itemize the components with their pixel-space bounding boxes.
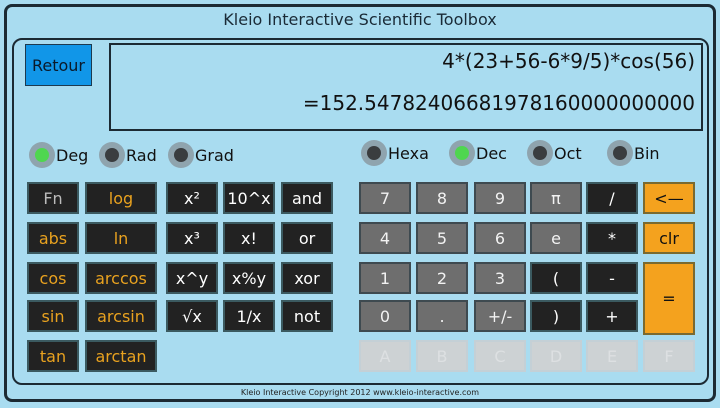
key-cos[interactable]: cos (27, 262, 79, 294)
key-sin[interactable]: sin (27, 300, 79, 332)
radio-indicator-icon (607, 140, 633, 166)
radio-oct[interactable]: Oct (527, 140, 582, 166)
key-digit-8[interactable]: 8 (416, 182, 468, 214)
clear-button[interactable]: clr (643, 222, 695, 254)
key-hex-E: E (586, 340, 638, 372)
retour-button[interactable]: Retour (25, 44, 92, 86)
key-ln[interactable]: ln (85, 222, 157, 254)
radio-label: Oct (554, 143, 582, 163)
key-arctan[interactable]: arctan (85, 340, 157, 372)
key-hex-B: B (416, 340, 468, 372)
backspace-button[interactable]: <— (643, 182, 695, 214)
radio-deg[interactable]: Deg (29, 142, 88, 168)
key-op[interactable]: . (416, 300, 468, 332)
key-op[interactable]: +/- (474, 300, 526, 332)
radio-bin[interactable]: Bin (607, 140, 660, 166)
key-digit-0[interactable]: 0 (359, 300, 411, 332)
radio-indicator-icon (527, 140, 553, 166)
key-digit-4[interactable]: 4 (359, 222, 411, 254)
radio-label: Grad (195, 145, 234, 165)
key-op[interactable]: x^y (166, 262, 218, 294)
key-digit-9[interactable]: 9 (474, 182, 526, 214)
key-abs[interactable]: abs (27, 222, 79, 254)
key-digit-6[interactable]: 6 (474, 222, 526, 254)
radio-label: Bin (634, 143, 660, 163)
radio-indicator-icon (168, 142, 194, 168)
key-op[interactable]: x%y (223, 262, 275, 294)
key-digit-5[interactable]: 5 (416, 222, 468, 254)
key-op[interactable]: 1/x (223, 300, 275, 332)
key-op[interactable]: e (530, 222, 582, 254)
calculator-panel (12, 38, 709, 385)
key-log[interactable]: log (85, 182, 157, 214)
equals-button[interactable]: = (643, 262, 695, 335)
key-op[interactable]: - (586, 262, 638, 294)
key-op[interactable]: x³ (166, 222, 218, 254)
radio-indicator-icon (449, 140, 475, 166)
radio-label: Hexa (388, 143, 429, 163)
radio-label: Deg (56, 145, 89, 165)
radio-rad[interactable]: Rad (99, 142, 157, 168)
key-op[interactable]: / (586, 182, 638, 214)
key-op[interactable]: not (281, 300, 333, 332)
key-digit-1[interactable]: 1 (359, 262, 411, 294)
key-op[interactable]: xor (281, 262, 333, 294)
key-op[interactable]: x² (166, 182, 218, 214)
key-op[interactable]: √x (166, 300, 218, 332)
footer: Kleio Interactive Copyright 2012 www.kle… (240, 388, 480, 397)
key-tan[interactable]: tan (27, 340, 79, 372)
key-Fn[interactable]: Fn (27, 182, 79, 214)
radio-indicator-icon (99, 142, 125, 168)
display: 4*(23+56-6*9/5)*cos(56) =152.54782406681… (109, 43, 703, 131)
radio-label: Dec (476, 143, 507, 163)
key-op[interactable]: or (281, 222, 333, 254)
radio-hexa[interactable]: Hexa (361, 140, 429, 166)
key-arccos[interactable]: arccos (85, 262, 157, 294)
app-title: Kleio Interactive Scientific Toolbox (223, 10, 497, 29)
key-op[interactable]: and (281, 182, 333, 214)
radio-grad[interactable]: Grad (168, 142, 234, 168)
radio-indicator-icon (361, 140, 387, 166)
result-display: =152.54782406681978160000000000 (302, 91, 695, 115)
key-op[interactable]: x! (223, 222, 275, 254)
key-digit-7[interactable]: 7 (359, 182, 411, 214)
key-op[interactable]: π (530, 182, 582, 214)
radio-dec[interactable]: Dec (449, 140, 507, 166)
key-digit-2[interactable]: 2 (416, 262, 468, 294)
radio-indicator-icon (29, 142, 55, 168)
key-hex-F: F (643, 340, 695, 372)
key-op[interactable]: + (586, 300, 638, 332)
key-op[interactable]: 10^x (223, 182, 275, 214)
expression-display: 4*(23+56-6*9/5)*cos(56) (442, 49, 695, 73)
key-digit-3[interactable]: 3 (474, 262, 526, 294)
key-hex-D: D (530, 340, 582, 372)
key-hex-C: C (474, 340, 526, 372)
key-op[interactable]: ) (530, 300, 582, 332)
key-arcsin[interactable]: arcsin (85, 300, 157, 332)
key-op[interactable]: ( (530, 262, 582, 294)
radio-label: Rad (126, 145, 157, 165)
key-op[interactable]: * (586, 222, 638, 254)
key-hex-A: A (359, 340, 411, 372)
